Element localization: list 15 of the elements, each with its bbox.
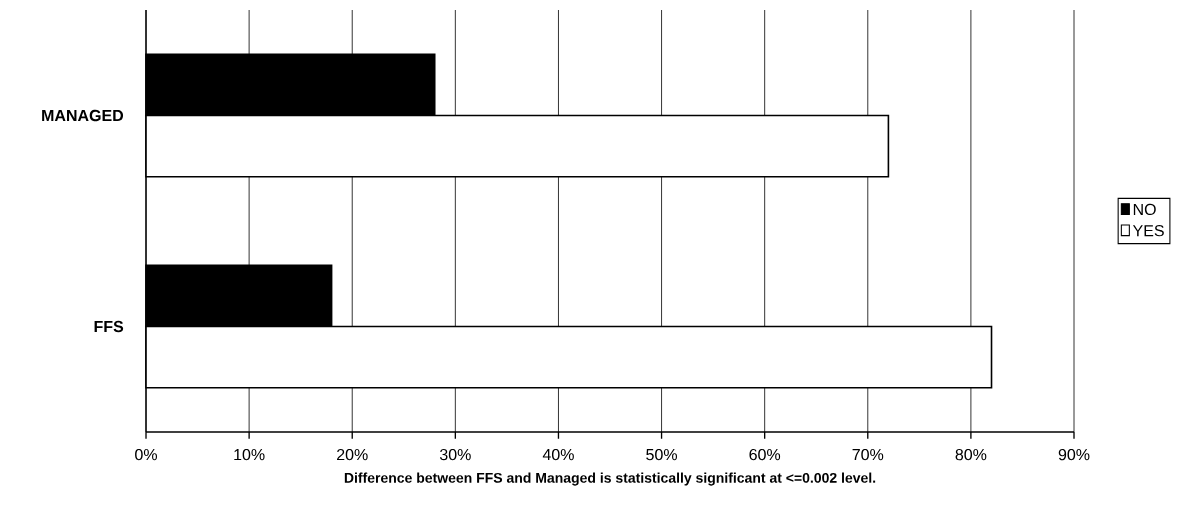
x-tick-label: 20% [337, 448, 368, 461]
x-tick-label: 10% [234, 448, 265, 461]
x-tick-label: 30% [439, 448, 471, 461]
x-tick-label: 50% [646, 448, 677, 461]
legend-label: YES [1132, 225, 1164, 237]
x-tick-label: 90% [1058, 448, 1090, 461]
x-tick-label: 60% [749, 448, 781, 461]
x-tick-label: 0% [135, 448, 157, 461]
x-tick-label: 40% [542, 448, 574, 461]
x-tick-label: 70% [852, 448, 884, 461]
x-tick-label: 80% [955, 448, 987, 461]
y-tick-label: FFS [94, 320, 124, 333]
legend-label: NO [1133, 203, 1156, 216]
x-axis-title: Difference between FFS and Managed is statistically significant at <=0.002 level. [344, 472, 876, 486]
y-tick-label: MANAGED [42, 109, 124, 122]
